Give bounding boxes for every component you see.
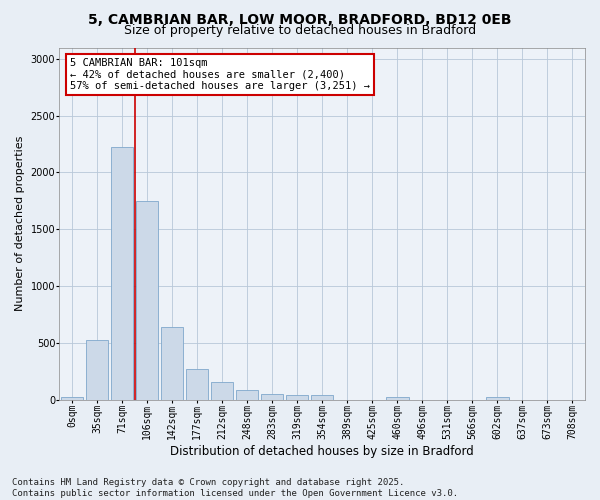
Text: Contains HM Land Registry data © Crown copyright and database right 2025.
Contai: Contains HM Land Registry data © Crown c… bbox=[12, 478, 458, 498]
Text: 5, CAMBRIAN BAR, LOW MOOR, BRADFORD, BD12 0EB: 5, CAMBRIAN BAR, LOW MOOR, BRADFORD, BD1… bbox=[88, 12, 512, 26]
Bar bbox=[211, 382, 233, 400]
Text: 5 CAMBRIAN BAR: 101sqm
← 42% of detached houses are smaller (2,400)
57% of semi-: 5 CAMBRIAN BAR: 101sqm ← 42% of detached… bbox=[70, 58, 370, 92]
Bar bbox=[386, 396, 409, 400]
Bar bbox=[236, 390, 259, 400]
Bar bbox=[111, 148, 133, 400]
Bar bbox=[311, 395, 334, 400]
Text: Size of property relative to detached houses in Bradford: Size of property relative to detached ho… bbox=[124, 24, 476, 37]
Bar bbox=[286, 395, 308, 400]
Y-axis label: Number of detached properties: Number of detached properties bbox=[15, 136, 25, 311]
Bar bbox=[86, 340, 108, 400]
Bar bbox=[61, 398, 83, 400]
Bar bbox=[186, 369, 208, 400]
Bar bbox=[261, 394, 283, 400]
Bar bbox=[486, 398, 509, 400]
X-axis label: Distribution of detached houses by size in Bradford: Distribution of detached houses by size … bbox=[170, 444, 474, 458]
Bar bbox=[161, 328, 184, 400]
Bar bbox=[136, 201, 158, 400]
